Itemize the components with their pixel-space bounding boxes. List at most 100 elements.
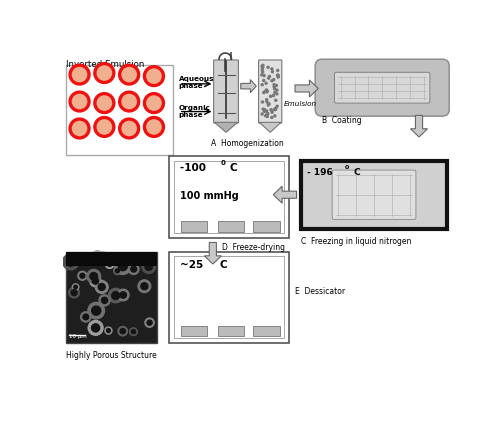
Circle shape (68, 288, 80, 298)
Circle shape (90, 273, 98, 280)
Circle shape (101, 254, 105, 258)
Circle shape (130, 328, 138, 336)
Circle shape (266, 114, 268, 117)
Circle shape (96, 281, 108, 294)
Circle shape (262, 80, 264, 82)
Polygon shape (274, 187, 296, 204)
Circle shape (264, 110, 266, 112)
Circle shape (262, 72, 264, 74)
Text: E  Dessicator: E Dessicator (295, 287, 345, 296)
Circle shape (66, 258, 75, 267)
Text: C  Freezing in liquid nitrogen: C Freezing in liquid nitrogen (301, 237, 412, 246)
Circle shape (114, 267, 121, 275)
Circle shape (88, 321, 103, 335)
FancyBboxPatch shape (315, 60, 449, 117)
Circle shape (276, 70, 278, 72)
Circle shape (99, 295, 110, 306)
Circle shape (132, 330, 136, 334)
Circle shape (147, 266, 150, 269)
Circle shape (262, 67, 264, 69)
Circle shape (268, 105, 270, 107)
Circle shape (145, 318, 154, 328)
FancyBboxPatch shape (334, 73, 430, 104)
Circle shape (272, 95, 274, 97)
Circle shape (120, 292, 126, 298)
Circle shape (274, 116, 276, 118)
Circle shape (118, 262, 128, 271)
Circle shape (144, 117, 165, 138)
Bar (170, 157, 289, 238)
Bar (66, 252, 157, 343)
Bar (66, 252, 157, 266)
Circle shape (92, 324, 100, 332)
Bar (181, 326, 208, 337)
Text: 0: 0 (344, 165, 349, 169)
Bar (174, 257, 284, 338)
Circle shape (114, 258, 131, 275)
Text: Inverted Emulsion: Inverted Emulsion (66, 60, 144, 69)
Circle shape (118, 92, 140, 113)
Bar (66, 65, 172, 156)
FancyBboxPatch shape (214, 61, 238, 124)
Circle shape (69, 119, 90, 140)
Circle shape (267, 114, 269, 115)
Circle shape (261, 85, 263, 86)
Circle shape (97, 67, 112, 81)
Text: D  Freeze-drying: D Freeze-drying (222, 243, 285, 252)
Circle shape (83, 314, 88, 320)
Circle shape (144, 67, 165, 87)
Circle shape (122, 122, 136, 136)
Circle shape (266, 91, 268, 93)
Circle shape (92, 307, 101, 316)
Circle shape (90, 276, 101, 287)
Circle shape (266, 111, 268, 113)
Circle shape (120, 329, 126, 334)
Polygon shape (204, 243, 222, 264)
Circle shape (144, 93, 165, 114)
Circle shape (141, 283, 148, 290)
Circle shape (91, 251, 104, 264)
Circle shape (266, 116, 268, 118)
Circle shape (274, 109, 276, 111)
Circle shape (69, 92, 90, 113)
Circle shape (118, 65, 140, 86)
FancyBboxPatch shape (332, 171, 416, 220)
Circle shape (270, 110, 272, 111)
Circle shape (271, 117, 273, 119)
Circle shape (268, 76, 270, 78)
Circle shape (264, 116, 266, 117)
Circle shape (106, 261, 114, 269)
Circle shape (276, 75, 278, 77)
Circle shape (99, 252, 107, 260)
Circle shape (80, 273, 85, 279)
Circle shape (72, 284, 79, 291)
Circle shape (94, 93, 115, 114)
Circle shape (273, 84, 275, 86)
Circle shape (261, 114, 263, 116)
Circle shape (274, 109, 276, 111)
Text: C: C (354, 168, 360, 177)
Circle shape (266, 90, 268, 92)
Bar (218, 326, 244, 337)
Text: ~25: ~25 (180, 260, 207, 270)
Circle shape (108, 289, 123, 303)
Circle shape (271, 80, 273, 83)
Circle shape (142, 260, 156, 274)
Bar (253, 221, 280, 232)
Circle shape (265, 83, 267, 85)
Circle shape (143, 261, 146, 264)
Circle shape (131, 267, 136, 273)
Circle shape (97, 97, 112, 111)
Circle shape (74, 286, 78, 289)
Text: 10 μm: 10 μm (68, 333, 86, 338)
Circle shape (271, 112, 273, 114)
Text: A  Homogenization: A Homogenization (212, 138, 284, 147)
Circle shape (261, 75, 263, 77)
Circle shape (71, 290, 77, 296)
Circle shape (119, 255, 132, 268)
Text: 100 mmHg: 100 mmHg (180, 190, 239, 201)
Text: 0: 0 (210, 256, 214, 262)
Bar (218, 221, 244, 232)
Circle shape (147, 70, 161, 84)
Circle shape (92, 278, 98, 285)
